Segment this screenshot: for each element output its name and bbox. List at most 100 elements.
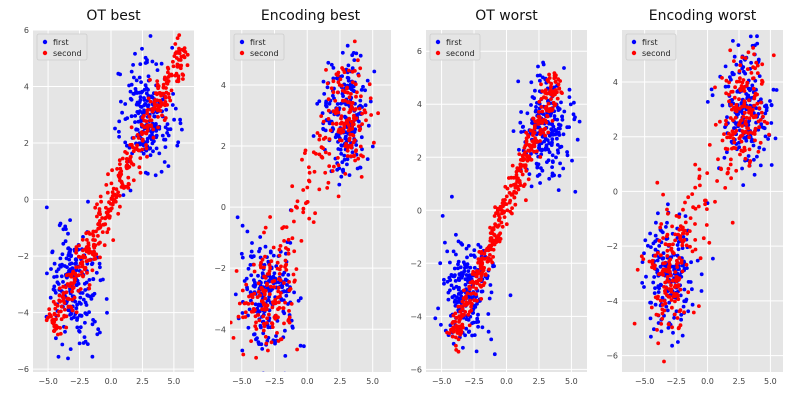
- point-second: [475, 298, 479, 303]
- point-first: [98, 265, 102, 270]
- point-second: [729, 90, 734, 94]
- x-tick-label: −2.5: [666, 377, 685, 386]
- point-second: [353, 82, 358, 87]
- point-second: [87, 246, 91, 251]
- point-first: [235, 215, 240, 220]
- point-second: [352, 154, 356, 159]
- point-second: [456, 337, 461, 342]
- point-second: [117, 175, 122, 180]
- point-first: [170, 45, 175, 50]
- point-second: [488, 238, 493, 243]
- point-first: [138, 98, 143, 102]
- point-first: [657, 244, 662, 248]
- point-second: [677, 256, 682, 260]
- point-second: [498, 231, 503, 236]
- point-first: [59, 274, 64, 279]
- point-first: [464, 326, 469, 331]
- point-second: [272, 285, 276, 289]
- point-second: [663, 280, 668, 285]
- point-second: [251, 307, 256, 311]
- point-second: [287, 280, 291, 284]
- point-first: [529, 184, 534, 189]
- point-second: [727, 99, 731, 104]
- point-second: [124, 157, 129, 161]
- point-second: [99, 199, 103, 204]
- point-first: [331, 76, 336, 81]
- point-second: [479, 265, 484, 269]
- point-second: [504, 194, 509, 199]
- point-second: [336, 156, 340, 160]
- point-second: [739, 84, 744, 88]
- point-first: [256, 273, 260, 278]
- point-second: [549, 81, 554, 86]
- point-first: [446, 297, 451, 302]
- point-first: [143, 170, 148, 175]
- point-second: [675, 258, 679, 263]
- point-second: [544, 91, 549, 96]
- point-second: [340, 83, 344, 88]
- point-first: [558, 161, 562, 166]
- point-first: [475, 302, 479, 306]
- point-second: [289, 208, 294, 213]
- point-second: [59, 317, 64, 322]
- point-first: [454, 232, 458, 237]
- point-second: [546, 79, 551, 84]
- point-second: [751, 86, 756, 91]
- point-second: [349, 92, 353, 96]
- point-second: [117, 193, 122, 198]
- point-second: [295, 199, 300, 204]
- point-second: [98, 255, 102, 260]
- point-second: [665, 293, 669, 297]
- point-first: [519, 130, 524, 134]
- point-second: [252, 269, 257, 274]
- point-first: [355, 166, 360, 171]
- point-second: [376, 111, 380, 116]
- point-first: [154, 146, 159, 151]
- point-second: [514, 191, 519, 195]
- point-second: [737, 106, 742, 111]
- point-second: [63, 307, 67, 312]
- point-second: [705, 171, 710, 176]
- plot-area: [622, 30, 783, 372]
- point-second: [647, 259, 652, 264]
- point-second: [136, 136, 141, 140]
- point-first: [137, 75, 142, 80]
- point-second: [267, 269, 272, 273]
- point-first: [757, 145, 762, 150]
- point-second: [632, 321, 637, 326]
- point-second: [547, 72, 551, 77]
- point-second: [556, 82, 561, 87]
- point-second: [738, 88, 743, 93]
- point-first: [94, 270, 99, 275]
- point-second: [661, 267, 666, 272]
- point-first: [178, 121, 183, 126]
- point-first: [562, 66, 566, 70]
- point-second: [138, 156, 143, 161]
- point-first: [478, 245, 483, 250]
- point-second: [336, 80, 341, 85]
- point-second: [753, 138, 757, 143]
- point-second: [156, 84, 161, 88]
- point-second: [687, 229, 692, 234]
- point-second: [270, 305, 275, 310]
- point-second: [742, 99, 747, 104]
- point-second: [497, 223, 501, 228]
- point-second: [722, 132, 726, 137]
- point-first: [529, 103, 533, 107]
- point-first: [561, 166, 566, 171]
- point-second: [748, 159, 753, 163]
- point-second: [117, 158, 122, 163]
- point-second: [230, 320, 233, 325]
- point-first: [340, 160, 345, 165]
- point-second: [655, 328, 659, 332]
- point-second: [341, 67, 346, 72]
- point-second: [276, 285, 281, 290]
- point-first: [457, 272, 462, 277]
- point-second: [264, 341, 269, 346]
- point-second: [155, 79, 160, 83]
- point-second: [131, 178, 136, 183]
- point-first: [337, 182, 342, 187]
- point-first: [466, 269, 471, 273]
- point-second: [479, 297, 484, 301]
- point-first: [540, 75, 545, 80]
